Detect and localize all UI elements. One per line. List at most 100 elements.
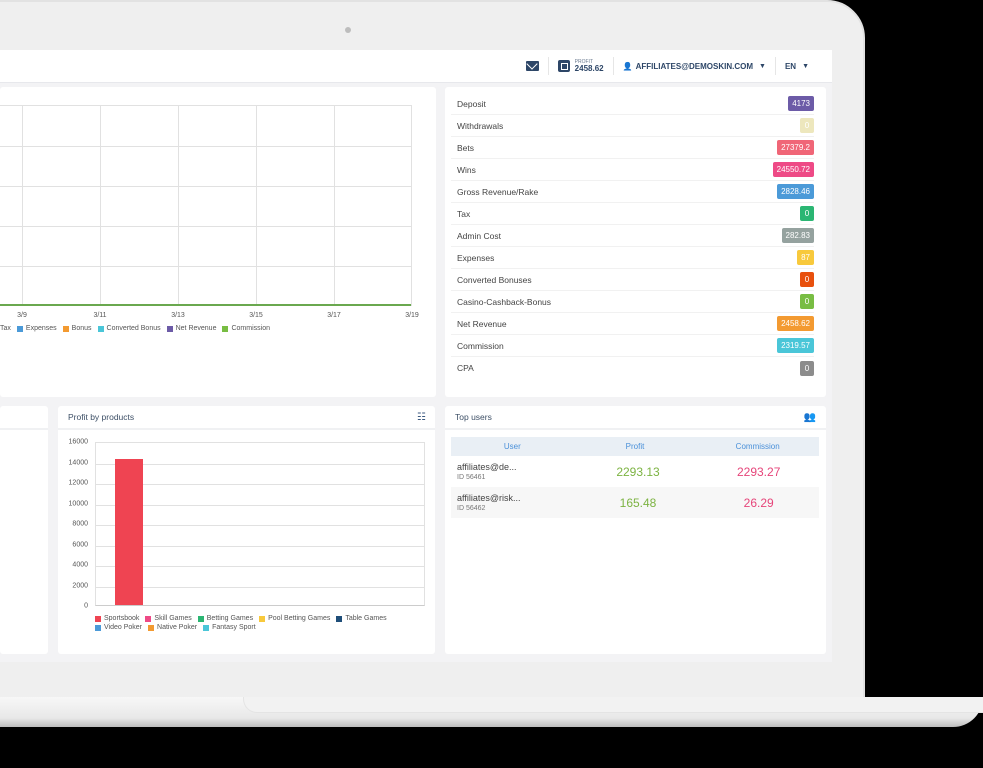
table-body: affiliates@de... ID 56461 2293.13 2293.2… bbox=[451, 456, 819, 518]
legend-swatch bbox=[95, 615, 101, 622]
table-row[interactable]: affiliates@risk... ID 56462 165.48 26.29 bbox=[451, 487, 819, 518]
user-name: affiliates@de... bbox=[457, 462, 517, 472]
laptop-base-notch bbox=[243, 697, 983, 713]
stat-badge: 0 bbox=[800, 206, 814, 221]
stat-badge: 2828.46 bbox=[777, 184, 814, 199]
gridline bbox=[96, 566, 424, 567]
stat-row-gross-revenue: Gross Revenue/Rake 2828.46 bbox=[451, 181, 814, 203]
commission-value: 26.29 bbox=[743, 495, 774, 510]
x-tick: 3/19 bbox=[405, 312, 419, 319]
x-tick: 3/9 bbox=[17, 312, 27, 319]
bar-chart-plot bbox=[95, 442, 425, 606]
gridline bbox=[178, 106, 179, 306]
bar-sportsbook[interactable] bbox=[115, 459, 143, 605]
top-users-table: User Profit Commission affiliates@de... … bbox=[451, 437, 819, 518]
stat-badge: 0 bbox=[800, 118, 814, 133]
partial-card bbox=[0, 406, 48, 654]
stat-row-bets: Bets 27379.2 bbox=[451, 137, 814, 159]
profit-by-products-card: Profit by products ☷ 16000 14000 12000 1… bbox=[58, 406, 435, 654]
user-cell: affiliates@de... ID 56461 bbox=[451, 462, 578, 481]
stat-row-commission: Commission 2319.57 bbox=[451, 335, 814, 357]
gridline bbox=[0, 226, 411, 227]
legend-item-expenses[interactable]: Expenses bbox=[16, 325, 57, 332]
gridline bbox=[100, 106, 101, 306]
line-chart-plot bbox=[0, 105, 412, 306]
legend-swatch bbox=[259, 615, 266, 622]
column-header-profit[interactable]: Profit bbox=[625, 442, 645, 451]
profit-value: 2458.62 bbox=[574, 63, 604, 73]
legend-item-bonus[interactable]: Bonus bbox=[62, 325, 92, 332]
user-icon: 👤 bbox=[622, 61, 633, 71]
gridline bbox=[96, 545, 424, 547]
commission-value: 2293.27 bbox=[736, 464, 781, 479]
user-email: AFFILIATES@DEMOSKIN.COM bbox=[635, 61, 753, 71]
legend-swatch bbox=[197, 615, 204, 622]
x-tick: 3/11 bbox=[93, 312, 107, 319]
stat-badge: 4173 bbox=[788, 96, 814, 111]
users-group-icon[interactable]: 👥 bbox=[803, 411, 816, 423]
legend-swatch bbox=[62, 325, 69, 332]
y-tick: 4000 bbox=[72, 561, 88, 569]
x-tick: 3/17 bbox=[327, 312, 341, 319]
legend-item[interactable]: Table Games bbox=[336, 615, 387, 622]
grid-icon[interactable]: ☷ bbox=[417, 411, 426, 423]
stat-badge: 2458.62 bbox=[777, 316, 814, 331]
column-header-commission[interactable]: Commission bbox=[735, 442, 780, 451]
profit-value: 2293.13 bbox=[616, 464, 660, 479]
stat-badge: 0 bbox=[800, 360, 814, 376]
gridline bbox=[96, 463, 424, 465]
card-title: Profit by products bbox=[68, 412, 135, 422]
legend-item[interactable]: Fantasy Sport bbox=[203, 624, 256, 631]
legend-item-tax[interactable]: Tax bbox=[0, 325, 11, 332]
gridline bbox=[96, 484, 424, 485]
x-tick: 3/13 bbox=[171, 312, 185, 319]
stat-row-tax: Tax 0 bbox=[451, 203, 814, 225]
screen: PROFIT 2458.62 👤 AFFILIATES@DEMOSKIN.COM… bbox=[0, 50, 832, 662]
legend-item[interactable]: Skill Games bbox=[145, 615, 192, 622]
top-bar: PROFIT 2458.62 👤 AFFILIATES@DEMOSKIN.COM… bbox=[0, 50, 832, 83]
language-selector[interactable]: EN ▼ bbox=[774, 57, 818, 75]
stat-badge: 0 bbox=[800, 272, 814, 287]
stat-row-admin-cost: Admin Cost 282.83 bbox=[451, 225, 814, 247]
y-tick: 12000 bbox=[68, 479, 88, 487]
revenue-line-chart-card: 3/9 3/11 3/13 3/15 3/17 3/19 Tax Expense… bbox=[0, 87, 436, 397]
chevron-down-icon: ▼ bbox=[802, 62, 809, 70]
stat-row-wins: Wins 24550.72 bbox=[451, 159, 814, 181]
y-tick: 2000 bbox=[72, 582, 88, 589]
user-id: ID 56462 bbox=[457, 505, 486, 512]
legend-item[interactable]: Native Poker bbox=[148, 624, 197, 631]
gridline bbox=[256, 106, 257, 306]
legend-item-converted-bonus[interactable]: Converted Bonus bbox=[97, 325, 161, 332]
legend-item[interactable]: Pool Betting Games bbox=[259, 615, 330, 622]
legend-item-commission[interactable]: Commission bbox=[222, 325, 270, 332]
y-tick: 14000 bbox=[68, 459, 88, 466]
stat-row-converted-bonuses: Converted Bonuses 0 bbox=[451, 269, 814, 291]
legend-item[interactable]: Sportsbook bbox=[95, 615, 139, 622]
legend-swatch bbox=[203, 624, 210, 631]
stat-row-casino-cashback: Casino-Cashback-Bonus 0 bbox=[451, 291, 814, 313]
stat-badge: 282.83 bbox=[781, 228, 814, 243]
stat-badge: 2319.57 bbox=[777, 338, 814, 353]
stats-summary-card: Deposit 4173 Withdrawals 0 Bets 27379.2 Win… bbox=[445, 87, 826, 397]
user-cell: affiliates@risk... ID 56462 bbox=[451, 493, 578, 512]
messages-button[interactable] bbox=[517, 57, 548, 75]
table-header: User Profit Commission bbox=[451, 437, 819, 456]
legend-swatch bbox=[148, 624, 155, 631]
table-row[interactable]: affiliates@de... ID 56461 2293.13 2293.2… bbox=[451, 456, 819, 487]
legend-item[interactable]: Video Poker bbox=[95, 624, 142, 631]
stat-row-net-revenue: Net Revenue 2458.62 bbox=[451, 313, 814, 335]
legend-item-net-revenue[interactable]: Net Revenue bbox=[166, 325, 216, 332]
user-menu[interactable]: 👤 AFFILIATES@DEMOSKIN.COM ▼ bbox=[612, 57, 775, 75]
legend-item[interactable]: Betting Games bbox=[197, 615, 253, 622]
card-title: Top users bbox=[455, 412, 492, 422]
gridline bbox=[0, 146, 411, 147]
legend-swatch bbox=[95, 624, 101, 631]
legend-swatch bbox=[97, 325, 104, 332]
mail-icon bbox=[525, 61, 539, 71]
y-tick: 10000 bbox=[68, 500, 88, 507]
column-header-user[interactable]: User bbox=[503, 442, 521, 451]
gridline bbox=[334, 106, 335, 306]
user-id: ID 56461 bbox=[457, 474, 486, 481]
gridline bbox=[0, 186, 411, 187]
card-header: Profit by products ☷ bbox=[58, 406, 435, 430]
